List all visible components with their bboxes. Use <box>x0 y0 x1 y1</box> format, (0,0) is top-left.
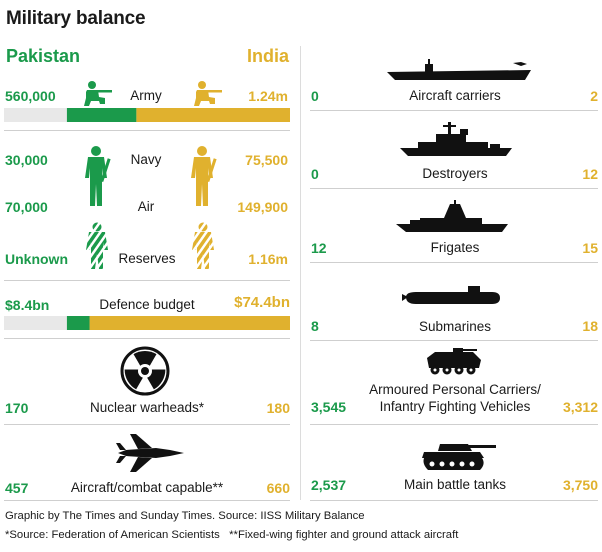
aircraft-india-value: 660 <box>266 480 290 496</box>
frigate-icon <box>396 200 508 232</box>
footer-source: Graphic by The Times and Sunday Times. S… <box>5 510 365 522</box>
nuclear-pakistan-value: 170 <box>5 400 29 416</box>
submarines-pakistan-value: 8 <box>311 318 319 334</box>
footer-notes: *Source: Federation of American Scientis… <box>5 529 459 541</box>
soldier-standing-icon <box>191 146 217 206</box>
budget-label: Defence budget <box>99 297 195 312</box>
air-india-value: 149,900 <box>237 199 288 215</box>
submarine-icon <box>402 286 500 304</box>
divider <box>310 188 598 189</box>
india-bar-segment <box>89 316 291 330</box>
country-pakistan-header: Pakistan <box>6 46 81 66</box>
army-share-bar <box>4 108 290 122</box>
divider <box>4 500 290 501</box>
apc-india-value: 3,312 <box>562 399 598 415</box>
pakistan-bar-segment <box>66 316 90 330</box>
divider <box>310 424 598 425</box>
navy-pakistan-value: 30,000 <box>5 152 48 168</box>
air-pakistan-value: 70,000 <box>5 199 48 215</box>
destroyers-india-value: 12 <box>582 166 598 182</box>
apc-label-line2: Infantry Fighting Vehicles <box>379 399 531 414</box>
carriers-pakistan-value: 0 <box>311 88 319 104</box>
frigates-label: Frigates <box>430 240 480 255</box>
army-india-value: 1.24m <box>248 88 288 104</box>
budget-pakistan-value: $8.4bn <box>5 297 50 313</box>
soldier-kneeling-icon <box>194 81 222 106</box>
column-separator <box>300 46 301 500</box>
divider <box>4 424 290 425</box>
aircraft-pakistan-value: 457 <box>5 480 29 496</box>
apc-pakistan-value: 3,545 <box>311 399 347 415</box>
budget-india-value: $74.4bn <box>234 294 290 311</box>
reserves-label: Reserves <box>118 251 176 266</box>
tanks-india-value: 3,750 <box>562 477 598 493</box>
tank-icon <box>422 444 496 470</box>
budget-share-bar <box>4 316 291 330</box>
page-title: Military balance <box>6 8 146 29</box>
reserves-pakistan-value: Unknown <box>5 251 68 267</box>
soldier-standing-icon <box>85 146 111 206</box>
apc-icon <box>427 348 481 375</box>
aircraft-carrier-icon <box>387 59 531 80</box>
frigates-india-value: 15 <box>582 240 598 256</box>
navy-india-value: 75,500 <box>245 152 288 168</box>
nuclear-india-value: 180 <box>266 400 290 416</box>
divider <box>310 500 598 501</box>
divider <box>310 262 598 263</box>
fighter-jet-icon <box>116 434 184 472</box>
nuclear-label: Nuclear warheads* <box>89 400 205 415</box>
divider <box>4 338 290 339</box>
submarines-india-value: 18 <box>582 318 598 334</box>
destroyer-icon <box>400 122 512 156</box>
india-bar-segment <box>136 108 290 122</box>
apc-label-line1: Armoured Personal Carriers/ <box>369 382 541 397</box>
reserves-india-value: 1.16m <box>248 251 288 267</box>
soldier-camouflage-icon <box>86 222 108 269</box>
submarines-label: Submarines <box>418 319 492 334</box>
carriers-india-value: 2 <box>590 88 598 104</box>
pakistan-bar-segment <box>66 108 137 122</box>
divider <box>4 130 290 131</box>
aircraft-label: Aircraft/combat capable** <box>70 480 224 495</box>
divider <box>310 340 598 341</box>
army-pakistan-value: 560,000 <box>5 88 56 104</box>
destroyers-pakistan-value: 0 <box>311 166 319 182</box>
divider <box>310 110 598 111</box>
air-label: Air <box>137 199 155 214</box>
tanks-label: Main battle tanks <box>403 477 507 492</box>
navy-label: Navy <box>130 152 162 167</box>
army-label: Army <box>130 88 162 103</box>
tanks-pakistan-value: 2,537 <box>311 477 347 493</box>
frigates-pakistan-value: 12 <box>311 240 327 256</box>
destroyers-label: Destroyers <box>422 166 488 181</box>
country-india-header: India <box>247 46 290 66</box>
carriers-label: Aircraft carriers <box>409 88 501 103</box>
divider <box>4 280 290 281</box>
radiation-icon <box>120 346 170 396</box>
soldier-kneeling-icon <box>84 81 112 106</box>
soldier-camouflage-icon <box>192 222 214 269</box>
